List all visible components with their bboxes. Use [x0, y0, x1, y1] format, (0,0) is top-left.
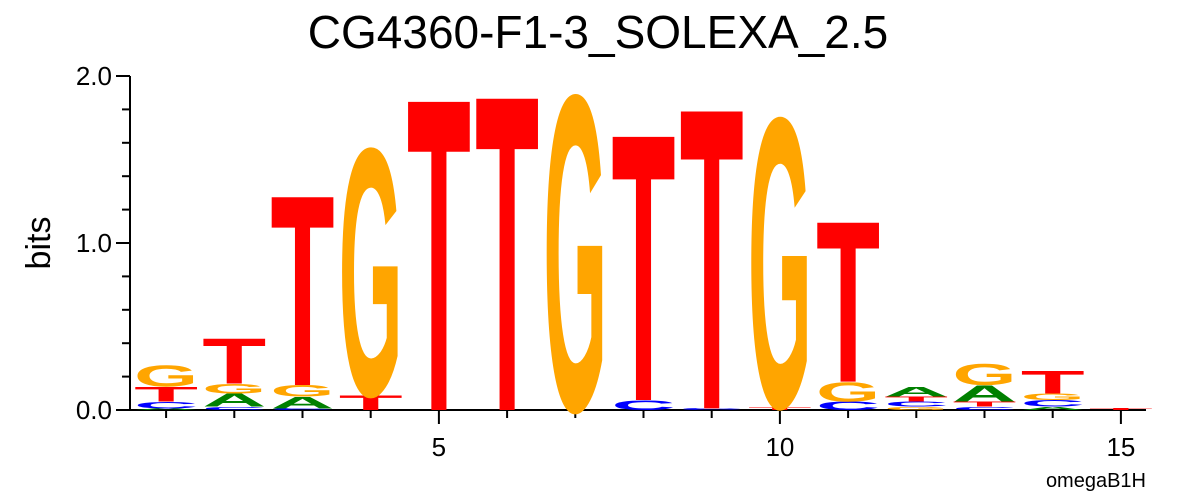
logo-letter-t: T	[680, 18, 744, 496]
y-axis-label: bits	[20, 217, 58, 270]
x-tick-label: 5	[432, 432, 446, 462]
logo-letter-g: G	[748, 32, 812, 495]
logo-letter-c: C	[202, 406, 266, 411]
logo-letter-t: T	[748, 406, 812, 411]
logo-letter-t: T	[884, 395, 948, 403]
x-tick-label: 10	[765, 432, 794, 462]
x-tick-label: 15	[1106, 432, 1135, 462]
logo-letter-c: C	[884, 400, 948, 408]
chart-title: CG4360-F1-3_SOLEXA_2.5	[308, 6, 888, 58]
y-tick-label: 1.0	[76, 228, 112, 258]
logo-letter-a: A	[202, 390, 266, 411]
logo-letter-c: C	[271, 408, 335, 411]
logo-letter-c: C	[816, 400, 880, 413]
logo-letter-g: G	[202, 381, 266, 397]
x-axis: 5 10 15	[130, 409, 1146, 462]
logo-letter-t: T	[1089, 408, 1153, 411]
logo-letter-g: G	[1021, 392, 1085, 402]
y-tick-label: 2.0	[76, 61, 112, 91]
logo-letter-t: T	[271, 138, 335, 443]
y-axis: 0.0 1.0 2.0	[76, 61, 131, 425]
logo-letter-t: T	[407, 5, 471, 496]
logo-letter-t: T	[134, 383, 198, 406]
logo-letter-a: A	[1021, 406, 1085, 411]
logo-letter-g: G	[271, 382, 335, 400]
logo-letter-g: G	[134, 360, 198, 394]
footer-label: omegaB1H	[1046, 470, 1146, 492]
logo-letter-a: A	[134, 408, 198, 411]
logo-letter-t: T	[953, 400, 1017, 408]
logo-letter-t: T	[475, 1, 539, 496]
logo-letter-t: T	[202, 325, 266, 398]
logo-letter-g: G	[339, 74, 403, 471]
logo-letter-t: T	[816, 173, 880, 431]
logo-letter-c: C	[134, 400, 198, 410]
logo-letter-a: A	[884, 384, 948, 399]
logo-letter-g: G	[543, 1, 607, 496]
logo-letter-g: G	[816, 377, 880, 408]
logo-letter-a: A	[952, 380, 1016, 406]
logo-letter-t: T	[1021, 364, 1085, 400]
logo-letter-t: T	[612, 55, 676, 482]
logo-letter-c: C	[1021, 398, 1085, 408]
logo-letter-c: C	[611, 398, 675, 413]
logo-letter-c: C	[680, 408, 744, 411]
logo-letter-g: G	[953, 358, 1017, 392]
logo-letter-t: T	[339, 391, 403, 414]
y-tick-label: 0.0	[76, 395, 112, 425]
logo-letter-c: C	[952, 406, 1016, 411]
logo-letter-g: G	[884, 406, 948, 411]
logo-letter-a: A	[271, 393, 335, 411]
